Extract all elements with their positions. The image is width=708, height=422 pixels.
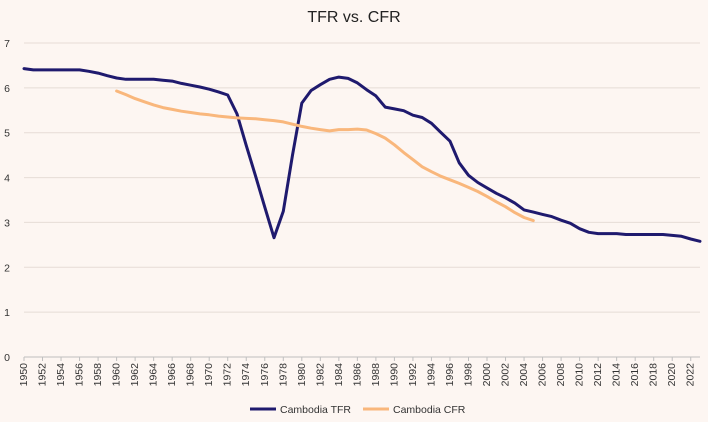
- x-tick-label: 1966: [166, 363, 178, 387]
- x-tick-label: 1998: [462, 363, 474, 387]
- x-tick-label: 1988: [370, 363, 382, 387]
- x-tick-label: 1950: [18, 363, 30, 387]
- legend-label-cambodia-cfr: Cambodia CFR: [393, 404, 466, 416]
- y-tick-label: 7: [4, 38, 10, 50]
- x-tick-label: 1992: [407, 363, 419, 387]
- series-lines: [22, 67, 702, 243]
- y-tick-label: 4: [4, 173, 10, 185]
- x-tick-label: 2006: [537, 363, 549, 387]
- x-tick-label: 1976: [259, 363, 271, 387]
- x-tick-label: 1958: [92, 363, 104, 387]
- x-tick-label: 2002: [500, 363, 512, 387]
- x-tick-label: 2014: [611, 363, 623, 387]
- x-tick-label: 1980: [296, 363, 308, 387]
- x-tick-label: 1994: [425, 363, 437, 387]
- legend-label-cambodia-tfr: Cambodia TFR: [280, 404, 351, 416]
- series-line-cambodia-cfr: [115, 89, 535, 223]
- x-tick-label: 2022: [685, 363, 697, 387]
- series-line-cambodia-tfr: [22, 67, 702, 243]
- x-tick-label: 1982: [314, 363, 326, 387]
- x-tick-label: 2010: [574, 363, 586, 387]
- x-tick-label: 2004: [518, 363, 530, 387]
- y-tick-label: 1: [4, 307, 10, 319]
- legend: Cambodia TFR Cambodia CFR: [250, 404, 466, 416]
- y-tick-label: 2: [4, 262, 10, 274]
- x-tick-label: 1956: [74, 363, 86, 387]
- x-tick-label: 1960: [111, 363, 123, 387]
- x-tick-label: 1972: [222, 363, 234, 387]
- x-tick-label: 2012: [592, 363, 604, 387]
- x-tick-label: 1984: [333, 363, 345, 387]
- x-tick-label: 2008: [555, 363, 567, 387]
- chart-title: TFR vs. CFR: [307, 9, 400, 26]
- x-tick-label: 1996: [444, 363, 456, 387]
- x-tick-label: 1968: [185, 363, 197, 387]
- x-axis-ticks: 1950 1952 1954 1956 1958 1960 1962 1964 1966 1968…: [18, 357, 697, 386]
- x-tick-label: 1954: [55, 363, 67, 387]
- x-tick-label: 1978: [277, 363, 289, 387]
- y-tick-label: 6: [4, 83, 10, 95]
- x-tick-label: 1986: [351, 363, 363, 387]
- y-tick-label: 5: [4, 128, 10, 140]
- x-tick-label: 2018: [648, 363, 660, 387]
- x-tick-label: 1964: [148, 363, 160, 387]
- x-tick-label: 1952: [37, 363, 49, 387]
- x-tick-label: 1962: [129, 363, 141, 387]
- x-tick-label: 1970: [203, 363, 215, 387]
- x-tick-label: 2000: [481, 363, 493, 387]
- x-tick-label: 1974: [240, 363, 252, 387]
- x-tick-label: 2016: [629, 363, 641, 387]
- y-axis-ticks: 0 1 2 3 4 5 6 7: [4, 38, 10, 364]
- x-tick-label: 1990: [388, 363, 400, 387]
- y-tick-label: 3: [4, 217, 10, 229]
- x-tick-label: 2020: [666, 363, 678, 387]
- y-tick-label: 0: [4, 352, 10, 364]
